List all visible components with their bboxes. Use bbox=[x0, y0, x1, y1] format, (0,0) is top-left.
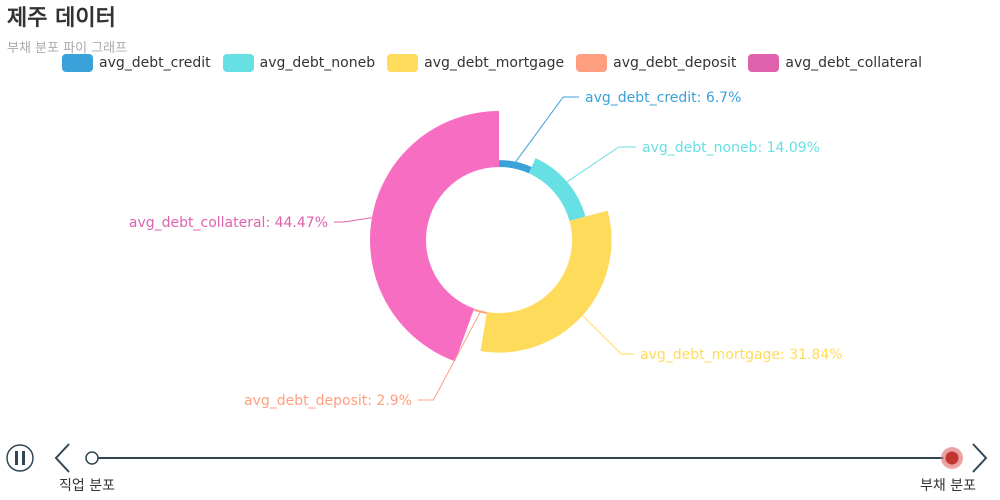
pie-label: avg_debt_collateral: 44.47% bbox=[129, 215, 328, 231]
next-button[interactable] bbox=[973, 444, 986, 472]
pie-slice-avg-debt-credit[interactable] bbox=[499, 160, 532, 173]
pause-icon bbox=[15, 451, 18, 465]
pie-label: avg_debt_noneb: 14.09% bbox=[642, 140, 820, 156]
play-pause-button[interactable] bbox=[7, 445, 33, 471]
prev-button[interactable] bbox=[56, 444, 69, 472]
label-line bbox=[582, 316, 634, 354]
pie-slice-avg-debt-deposit[interactable] bbox=[473, 309, 487, 314]
pie-slice-avg-debt-mortgage[interactable] bbox=[480, 211, 611, 353]
label-line bbox=[334, 218, 372, 222]
timeline bbox=[7, 444, 986, 472]
timeline-point-2-current[interactable] bbox=[945, 451, 960, 466]
timeline-label-2[interactable]: 부채 분포 bbox=[920, 475, 976, 495]
label-line bbox=[567, 147, 636, 182]
pie-slice-avg-debt-collateral[interactable] bbox=[370, 111, 499, 361]
label-line bbox=[516, 97, 579, 162]
pie-label: avg_debt_deposit: 2.9% bbox=[244, 393, 412, 409]
pie-label: avg_debt_credit: 6.7% bbox=[585, 90, 741, 106]
pie-slices bbox=[370, 111, 612, 361]
timeline-label-1[interactable]: 직업 분포 bbox=[59, 475, 115, 495]
pie-slice-avg-debt-noneb[interactable] bbox=[529, 158, 586, 221]
timeline-point-1[interactable] bbox=[86, 452, 98, 464]
pie-label: avg_debt_mortgage: 31.84% bbox=[640, 347, 843, 363]
